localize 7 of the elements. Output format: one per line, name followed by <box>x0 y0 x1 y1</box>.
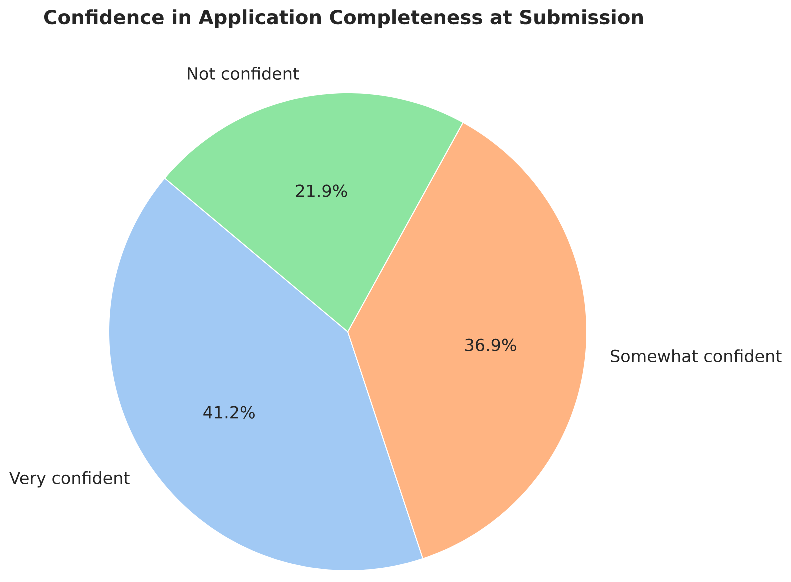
slice-label: Not confident <box>188 67 300 80</box>
slice-label: Somewhat confident <box>611 350 782 363</box>
data-label: 41.2% <box>204 406 255 419</box>
slice-label: Very confident <box>9 472 130 488</box>
chart-title: Confidence in Application Completeness at Submission <box>44 10 643 28</box>
data-label: 36.9% <box>466 338 516 352</box>
data-label: 21.9% <box>296 184 348 198</box>
